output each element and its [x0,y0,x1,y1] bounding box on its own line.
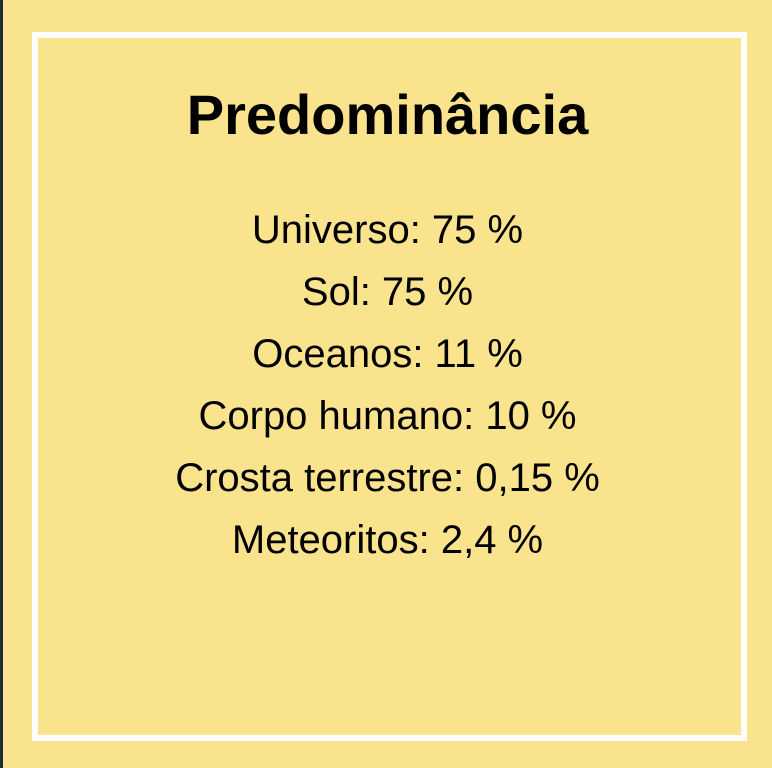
abundance-list: Universo: 75 % Sol: 75 % Oceanos: 11 % C… [3,199,772,571]
info-card: Predominância Universo: 75 % Sol: 75 % O… [3,0,772,768]
list-item-crosta-terrestre: Crosta terrestre: 0,15 % [175,456,600,500]
card-title: Predominância [186,83,589,146]
list-item-corpo-humano: Corpo humano: 10 % [198,394,577,438]
list-item-meteoritos: Meteoritos: 2,4 % [231,518,544,562]
list-item-oceanos: Oceanos: 11 % [252,332,523,376]
card-frame [32,32,747,741]
list-item-sol: Sol: 75 % [301,270,474,314]
list-item-universo: Universo: 75 % [251,208,524,252]
